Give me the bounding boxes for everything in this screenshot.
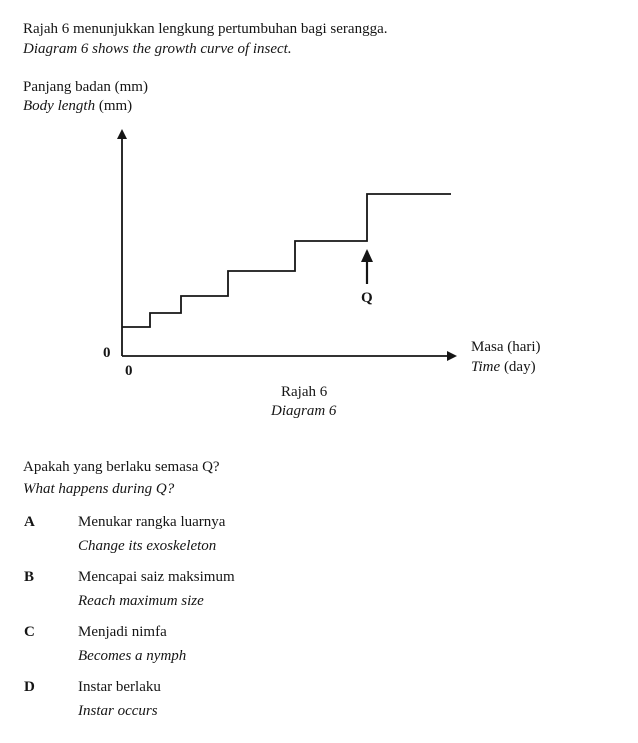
x-origin-label: 0: [125, 363, 133, 379]
option-a-letter: A: [24, 514, 35, 530]
x-axis-label-english-term: Time: [471, 359, 501, 375]
option-a-english: Change its exoskeleton: [78, 538, 217, 554]
y-axis-label-malay: Panjang badan (mm): [23, 79, 148, 95]
option-b-letter: B: [24, 569, 35, 585]
option-d-letter: D: [24, 679, 35, 695]
y-axis-label-english: Body length (mm): [23, 97, 132, 115]
intro-malay: Rajah 6 menunjukkan lengkung pertumbuhan…: [23, 21, 388, 37]
option-c-letter: C: [24, 624, 35, 640]
option-a-malay: Menukar rangka luarnya: [78, 514, 226, 530]
x-axis-label-english-unit: (day): [500, 359, 536, 375]
option-b-english: Reach maximum size: [78, 593, 204, 609]
question-prompt-english: What happens during Q?: [23, 481, 175, 497]
option-d-english: Instar occurs: [78, 703, 158, 719]
marker-q-label: Q: [361, 290, 373, 306]
option-c-malay: Menjadi nimfa: [78, 624, 167, 640]
q-arrow-head: [361, 249, 373, 262]
y-origin-label: 0: [103, 345, 111, 361]
growth-step-curve: [122, 193, 451, 328]
diagram-caption-malay: Rajah 6: [281, 384, 328, 400]
intro-english: Diagram 6 shows the growth curve of inse…: [23, 41, 292, 57]
x-axis-label-english: Time (day): [471, 358, 536, 376]
y-axis-label-english-unit: (mm): [95, 98, 133, 114]
option-c-english: Becomes a nymph: [78, 648, 187, 664]
y-axis-label-english-term: Body length: [23, 98, 96, 114]
option-d-malay: Instar berlaku: [78, 679, 161, 695]
option-b-malay: Mencapai saiz maksimum: [78, 569, 235, 585]
diagram-caption-english: Diagram 6: [271, 403, 337, 419]
x-axis-label-malay: Masa (hari): [471, 339, 541, 355]
question-prompt-malay: Apakah yang berlaku semasa Q?: [23, 459, 220, 475]
